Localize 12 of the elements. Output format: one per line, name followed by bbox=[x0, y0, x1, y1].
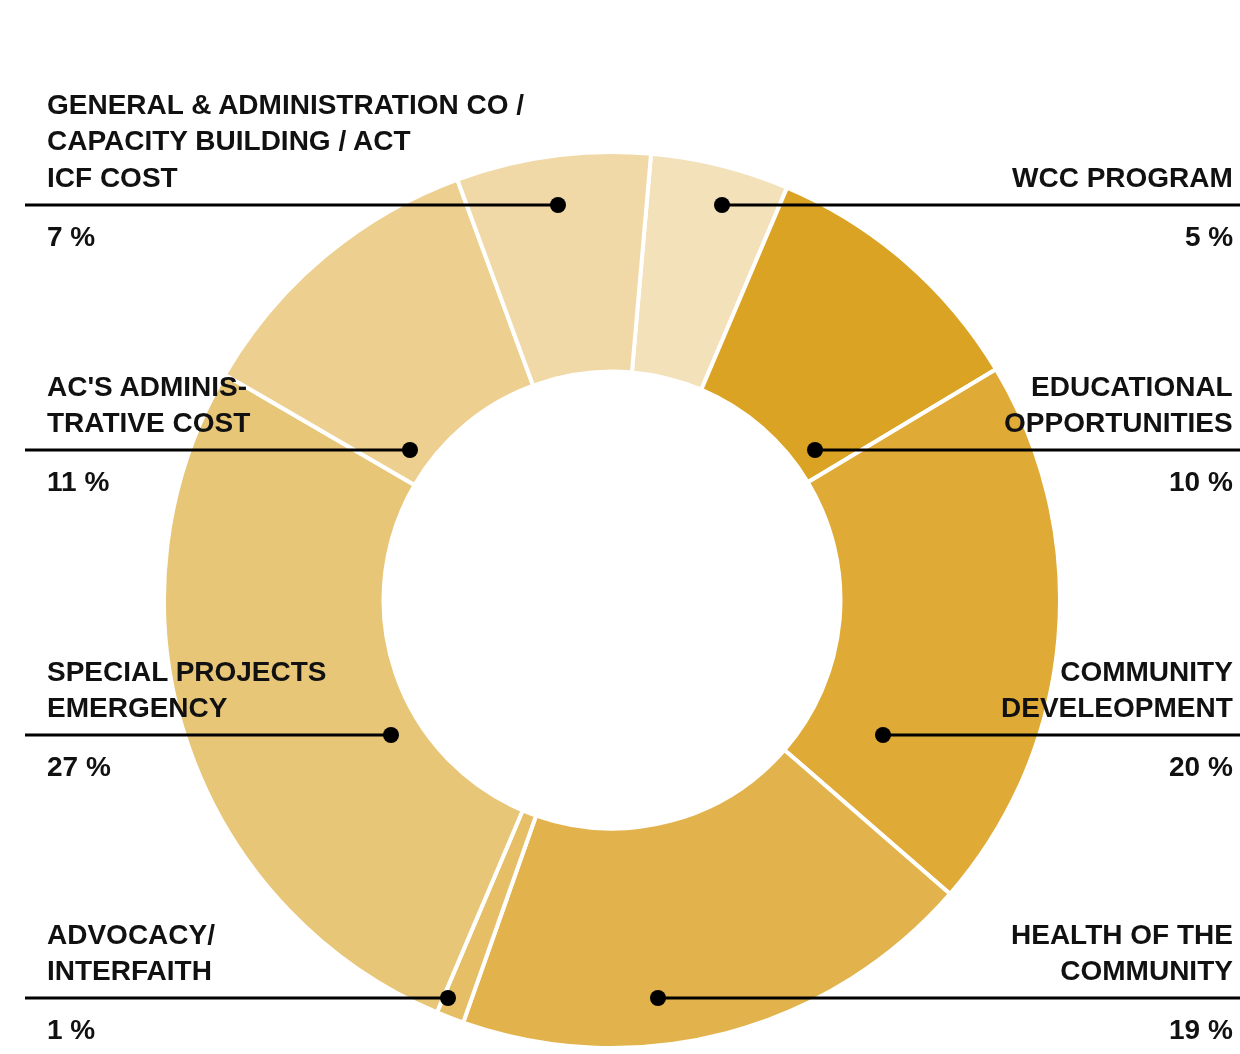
data-label: 11 % bbox=[47, 466, 110, 497]
data-label: 5 % bbox=[1185, 221, 1234, 252]
data-label: 7 % bbox=[47, 221, 96, 252]
data-label: 19 % bbox=[1169, 1014, 1233, 1045]
slice-label: GENERAL & ADMINISTRATION CO / CAPACITY BUILDING / ACT ICF COST bbox=[47, 89, 525, 193]
data-label: 1 % bbox=[47, 1014, 96, 1045]
data-label: 20 % bbox=[1169, 751, 1233, 782]
slice-label: ADVOCACY/ INTERFAITH bbox=[47, 919, 216, 987]
data-label: 10 % bbox=[1169, 466, 1233, 497]
slice-label: HEALTH OF THE COMMUNITY bbox=[1011, 919, 1234, 987]
data-label: 27 % bbox=[47, 751, 111, 782]
slice-label: WCC PROGRAM bbox=[1012, 162, 1233, 193]
